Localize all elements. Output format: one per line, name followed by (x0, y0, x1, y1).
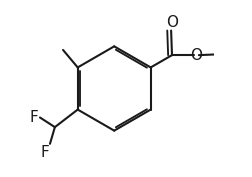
Text: O: O (165, 15, 177, 30)
Text: F: F (30, 110, 38, 125)
Text: O: O (190, 48, 202, 63)
Text: F: F (40, 145, 49, 160)
